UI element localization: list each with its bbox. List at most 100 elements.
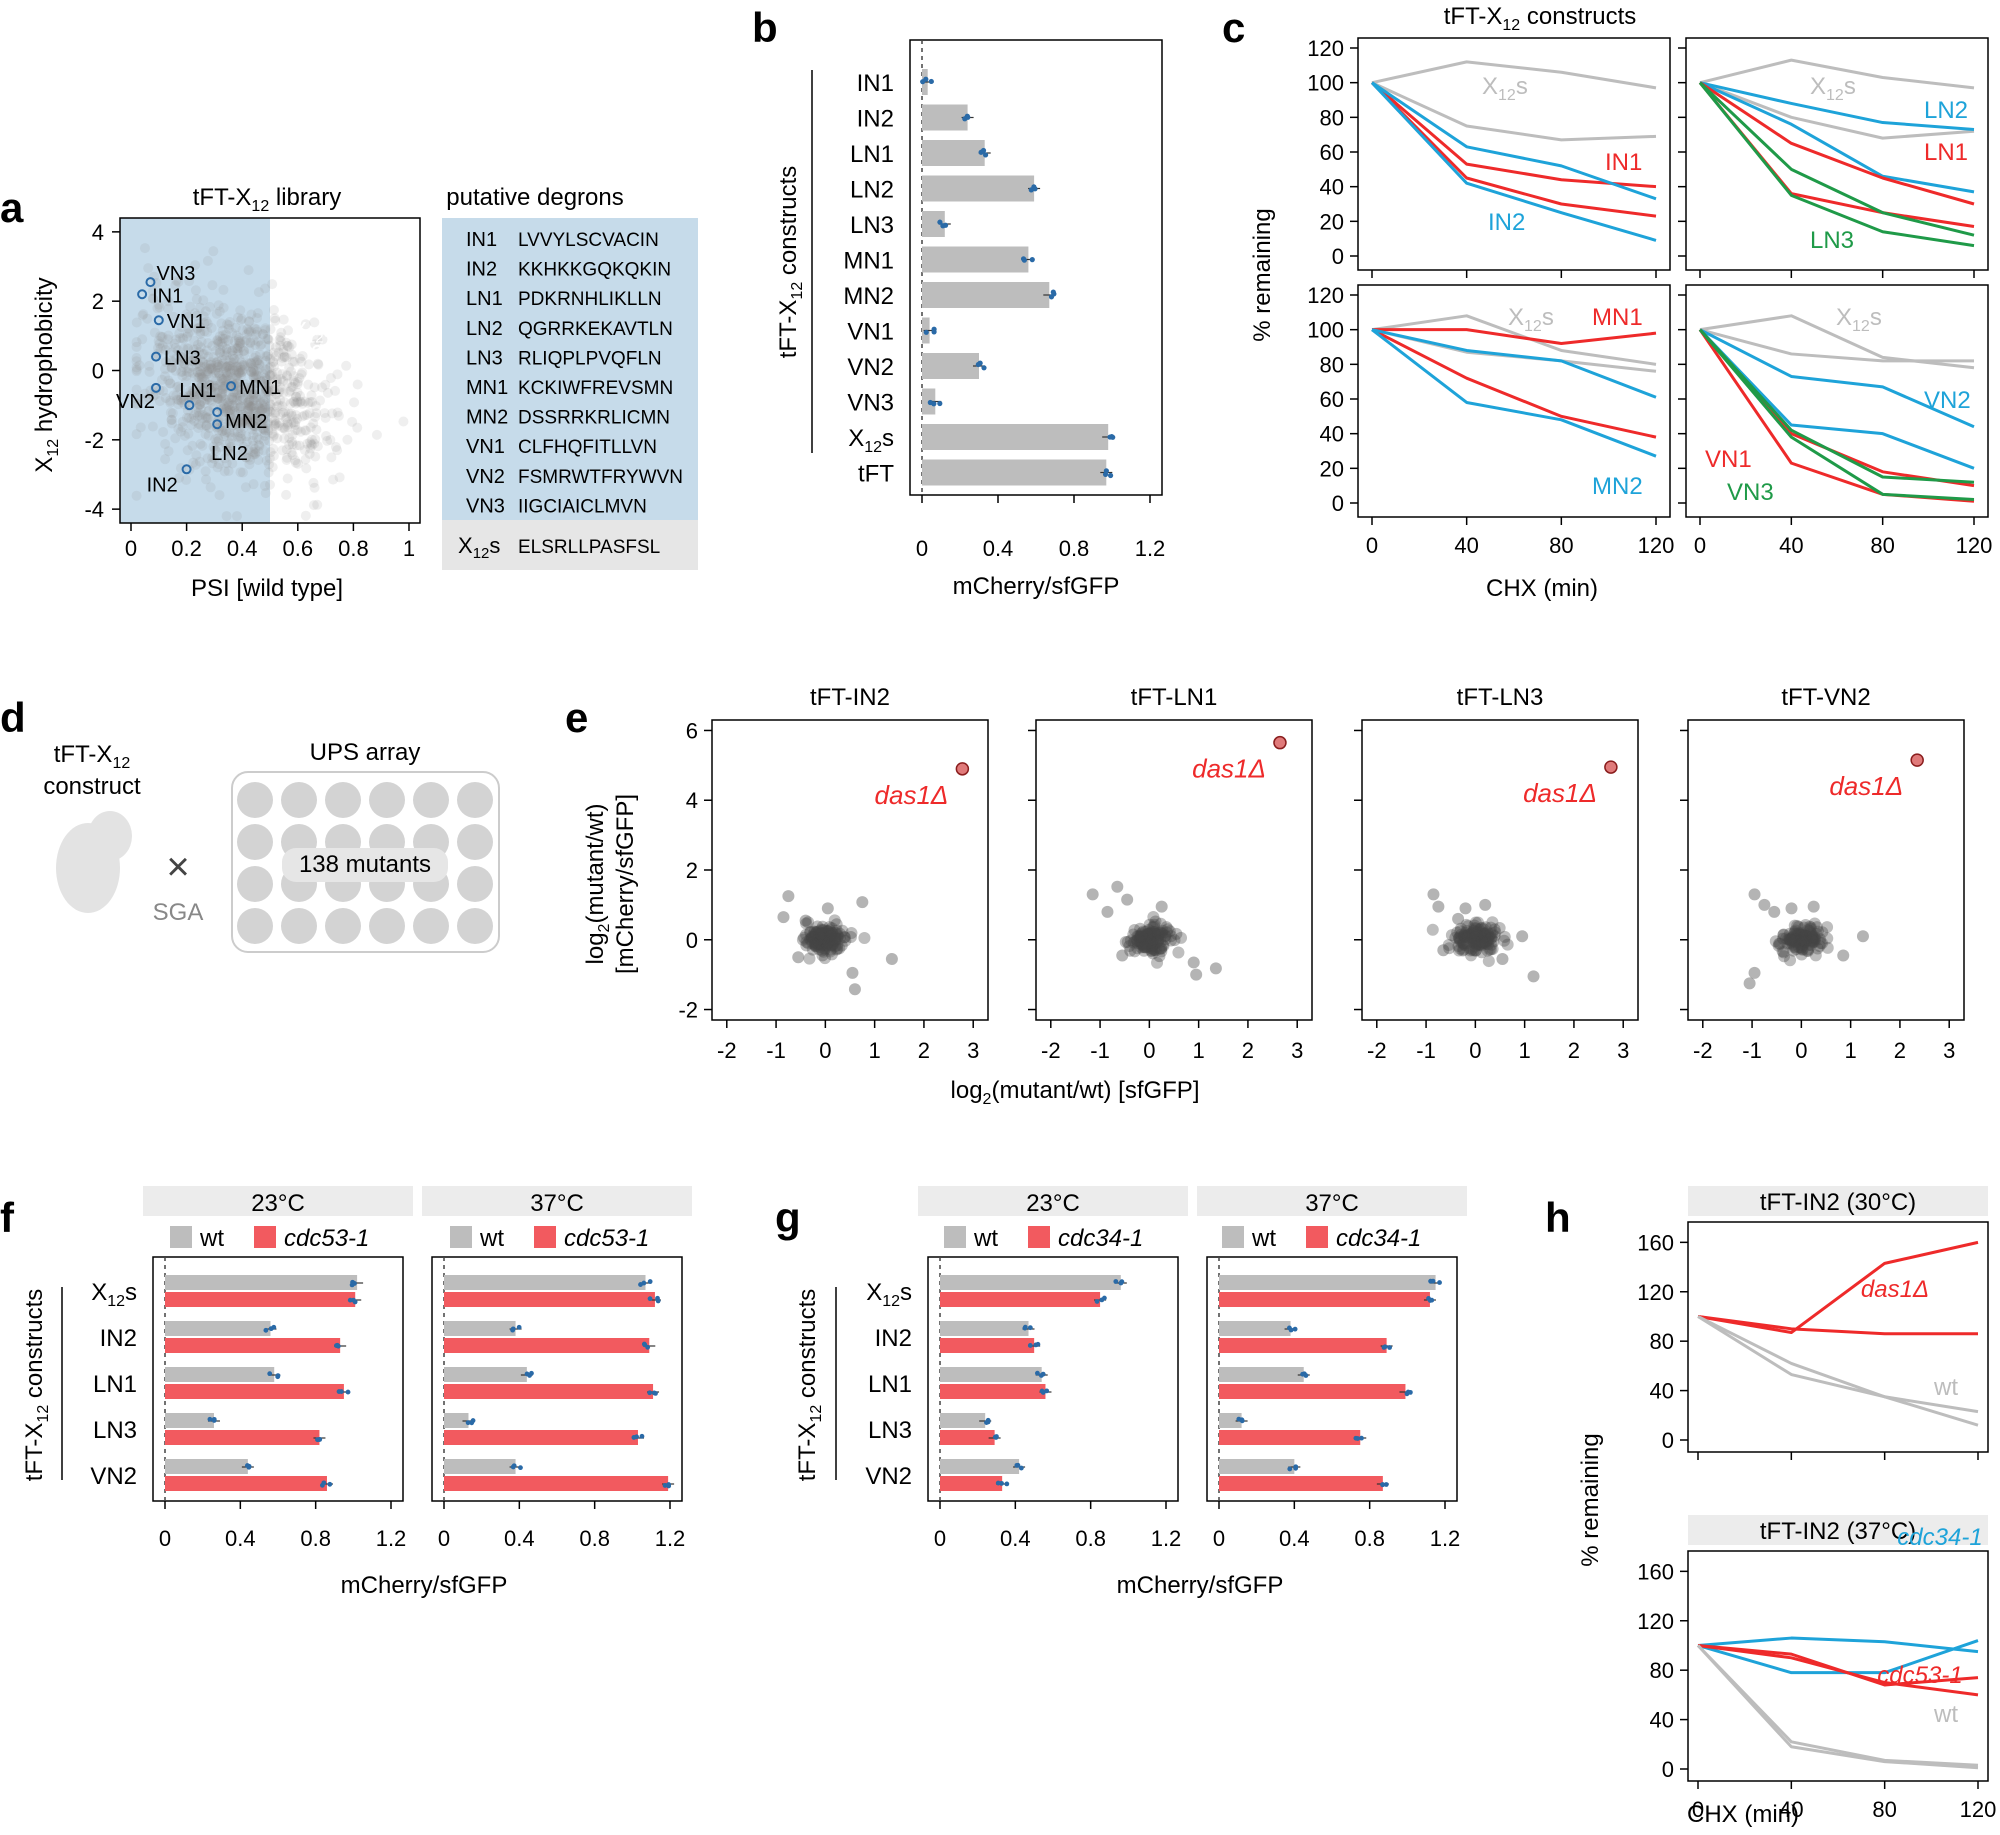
library-point	[275, 382, 286, 393]
panel-c-ylabel: % remaining	[1249, 208, 1276, 341]
mutant-point	[1139, 941, 1152, 954]
library-point	[285, 385, 296, 396]
series-line-ln2	[1699, 81, 1975, 194]
bar-in2	[922, 104, 968, 131]
mutant-point	[825, 926, 838, 939]
library-point	[302, 438, 313, 449]
library-point	[181, 309, 192, 320]
panel-g-ylabel: tFT-X12 constructs	[794, 1289, 825, 1482]
bar-wt-ln3	[444, 1413, 469, 1428]
mutant-point	[1795, 928, 1808, 941]
replicate-dot	[1099, 1297, 1105, 1303]
library-point	[244, 398, 255, 409]
mutant-point	[1159, 933, 1172, 946]
library-point	[257, 400, 268, 411]
mutant-point	[1143, 928, 1156, 941]
mutant-point	[1135, 941, 1148, 954]
library-point	[281, 444, 292, 455]
mutant-point	[1478, 927, 1491, 940]
library-point	[305, 443, 316, 454]
mutant-point	[1131, 942, 1144, 955]
replicate-dot	[1118, 1280, 1124, 1286]
x-tick-label: 0	[916, 536, 928, 561]
library-point	[183, 311, 194, 322]
library-point	[203, 385, 214, 396]
library-point	[237, 325, 248, 336]
mutant-point	[1484, 932, 1497, 945]
library-point	[198, 295, 209, 306]
library-point	[286, 339, 297, 350]
library-point	[197, 413, 208, 424]
library-point	[197, 374, 208, 385]
library-point	[200, 362, 211, 373]
mutant-point	[817, 932, 830, 945]
degron-sequence: PDKRNHLIKLLN	[518, 289, 662, 310]
library-point	[170, 433, 181, 444]
mutant-point	[1134, 935, 1147, 948]
library-point	[280, 413, 291, 424]
mutant-point	[1808, 933, 1821, 946]
library-point	[227, 406, 238, 417]
library-point	[218, 375, 229, 386]
library-point	[227, 458, 238, 469]
library-point	[244, 400, 255, 411]
x-tick-label: 0.8	[300, 1526, 331, 1551]
mutant-point	[1127, 928, 1140, 941]
mutant-point	[815, 926, 828, 939]
library-point	[287, 356, 298, 367]
library-point	[178, 391, 189, 402]
mutant-point	[1482, 930, 1495, 943]
mutant-point	[1451, 926, 1464, 939]
library-point	[304, 448, 315, 459]
library-point	[173, 394, 184, 405]
library-point	[183, 390, 194, 401]
library-point	[175, 395, 186, 406]
library-point	[242, 389, 253, 400]
strip-bg	[1197, 1186, 1467, 1216]
library-point	[215, 344, 226, 355]
library-point	[206, 364, 217, 375]
library-point	[251, 324, 262, 335]
library-point	[297, 411, 308, 422]
library-point	[215, 337, 226, 348]
mutant-point	[825, 939, 838, 952]
mutant-point	[821, 925, 834, 938]
das1-point	[1604, 760, 1618, 774]
library-point	[352, 379, 363, 390]
library-point	[248, 383, 259, 394]
y-tick-label: -4	[84, 497, 104, 522]
mutant-point	[800, 939, 813, 952]
library-point	[238, 392, 249, 403]
library-point	[213, 459, 224, 470]
replicate-dot	[1113, 1279, 1119, 1284]
mutant-point	[822, 925, 835, 938]
mutant-point	[1453, 931, 1466, 944]
mutant-point	[819, 930, 832, 943]
library-point	[177, 366, 188, 377]
library-point	[291, 391, 302, 402]
library-point	[268, 304, 279, 315]
library-point	[196, 382, 207, 393]
library-point	[268, 443, 279, 454]
c4-label-x12s: X12s	[1836, 304, 1882, 335]
library-point	[307, 397, 318, 408]
mutant-point	[1467, 936, 1480, 949]
panel-d-array-title: UPS array	[310, 739, 421, 766]
replicate-dot	[211, 1418, 217, 1423]
library-point	[156, 332, 167, 343]
mutant-point	[1460, 924, 1473, 937]
library-point	[199, 326, 210, 337]
library-point	[244, 395, 255, 406]
mutant-point	[1797, 936, 1810, 949]
mutant-point	[1801, 944, 1814, 957]
mutant-point	[1141, 938, 1154, 951]
library-point	[217, 330, 228, 341]
x-tick-label: 2	[1894, 1038, 1906, 1063]
library-point	[220, 361, 231, 372]
category-label: VN2	[865, 1463, 912, 1490]
library-point	[194, 399, 205, 410]
mutant-point	[1488, 930, 1501, 943]
array-well	[457, 866, 493, 902]
mutant-point	[808, 926, 821, 939]
mutant-point	[1153, 926, 1166, 939]
